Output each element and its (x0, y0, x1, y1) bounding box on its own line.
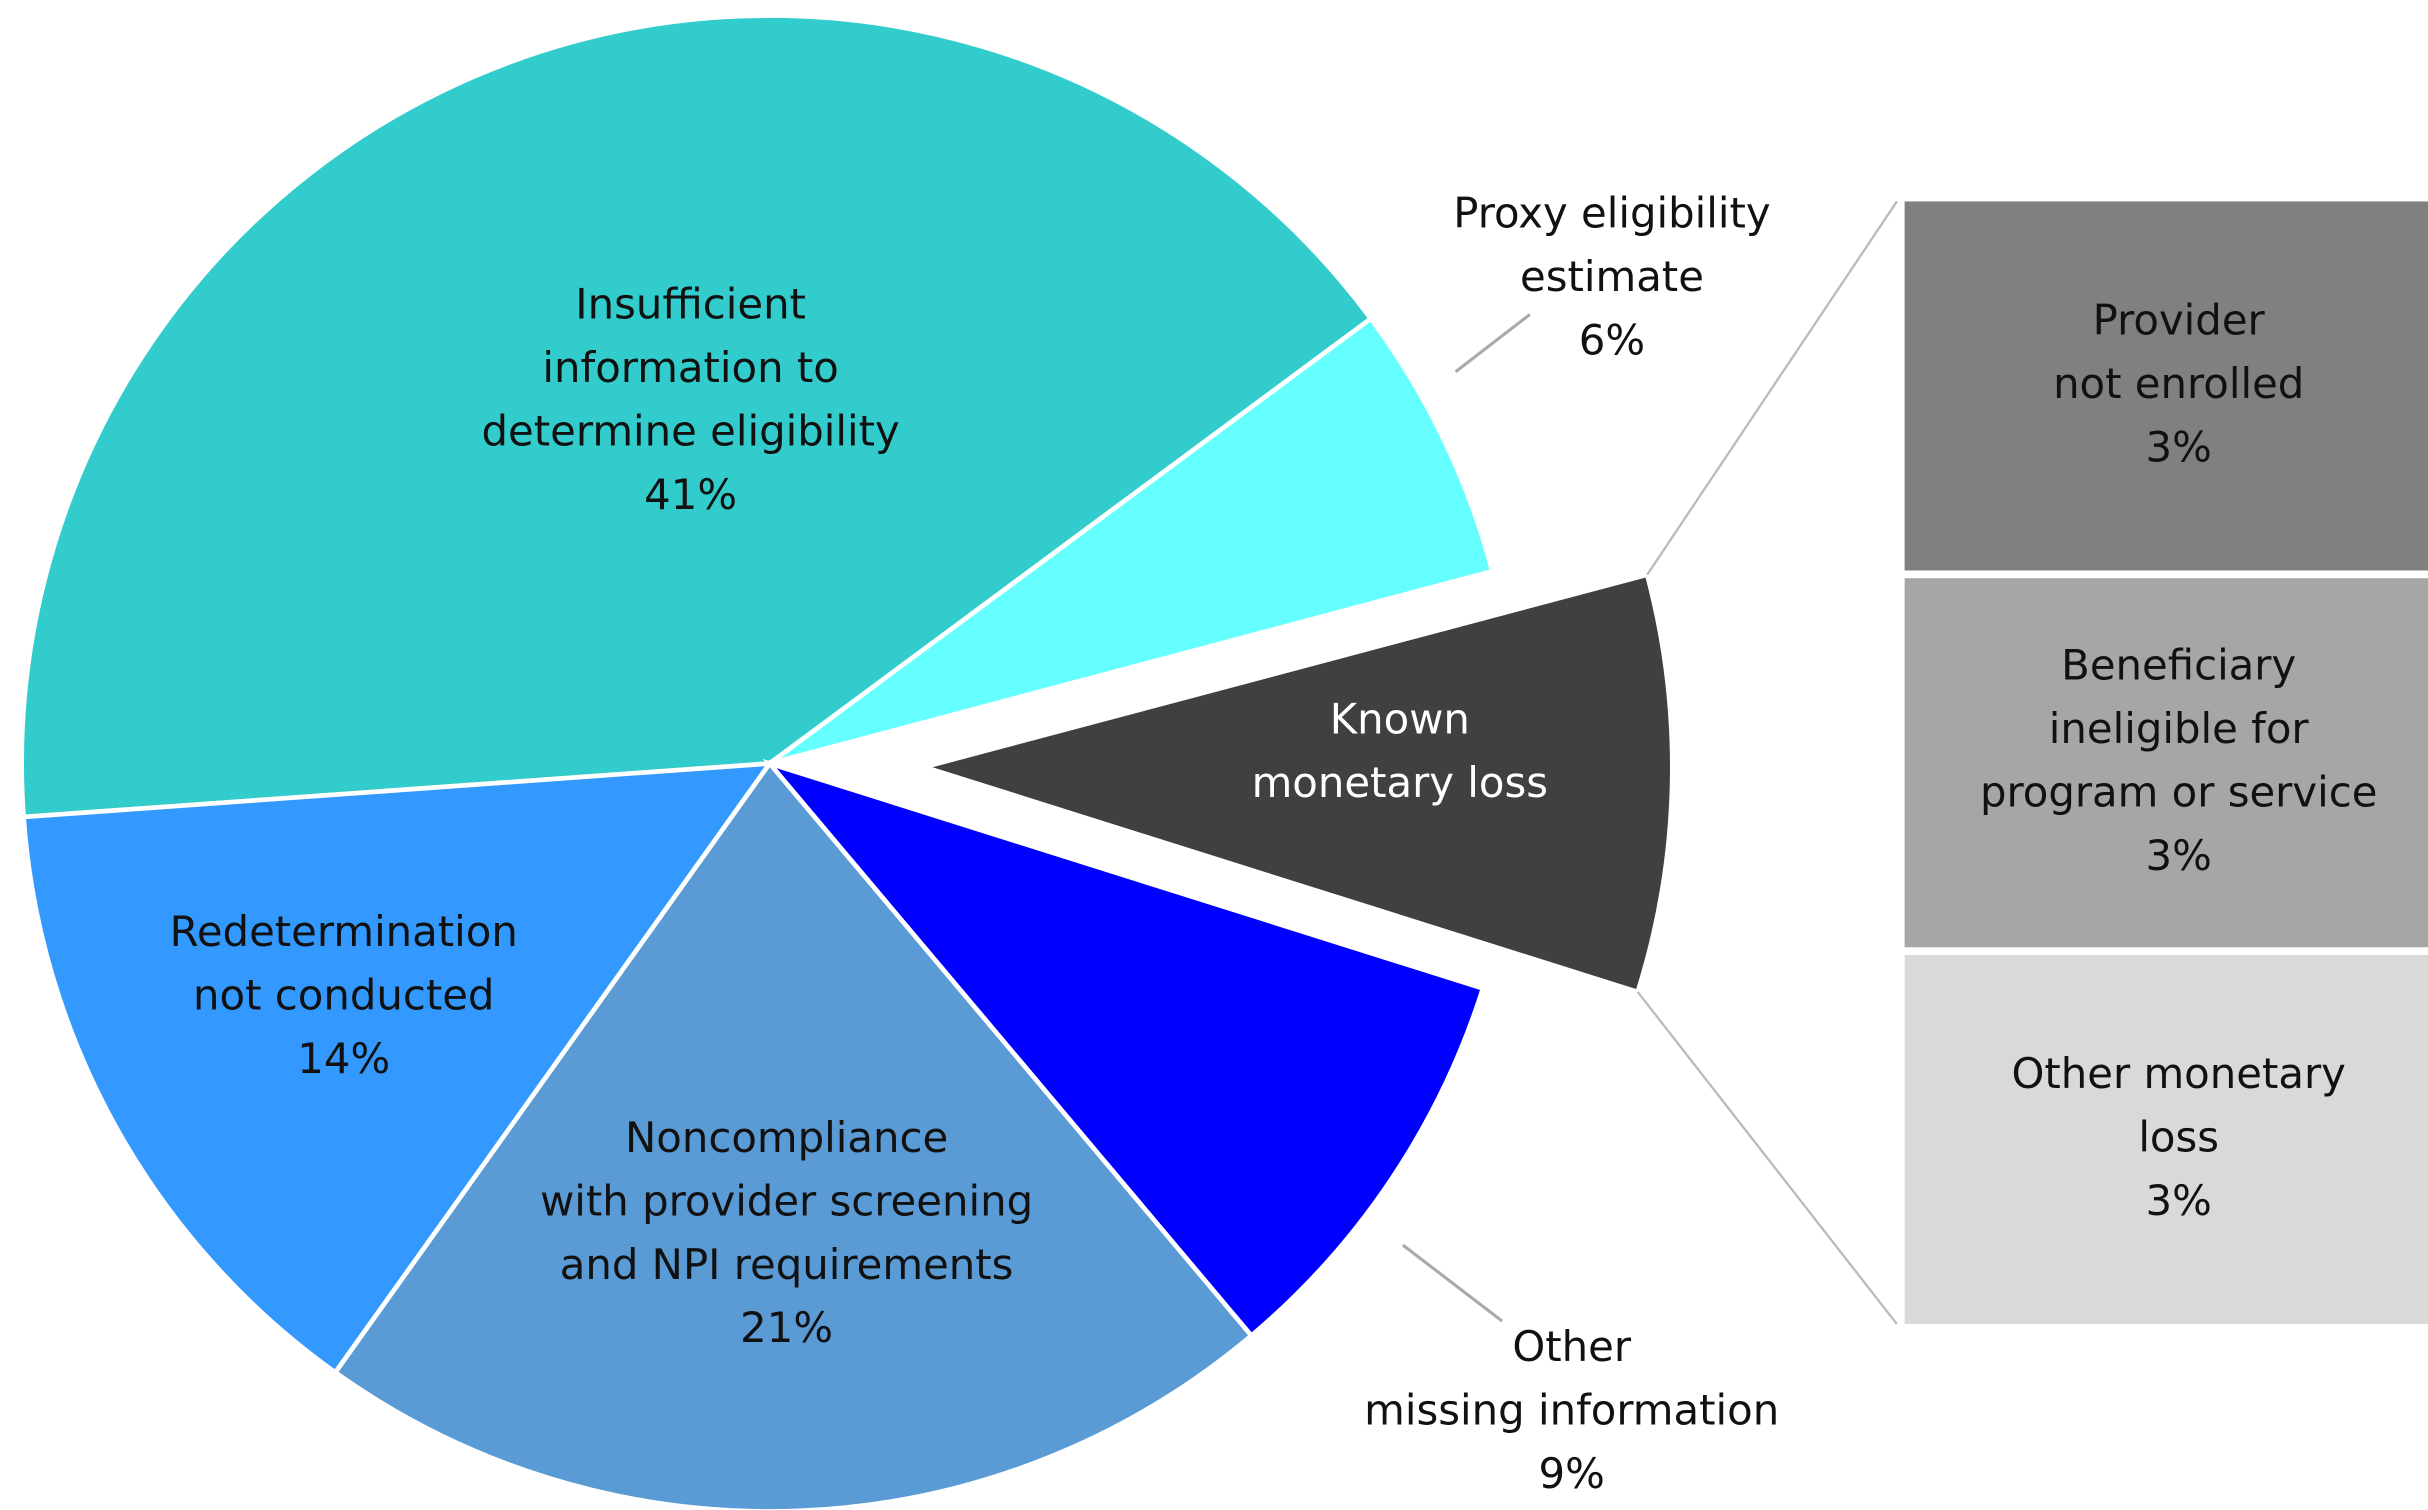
leader-line (1454, 313, 1531, 373)
breakdown-bar (1904, 578, 2428, 948)
slice-label: Proxy eligibility estimate (1453, 188, 1770, 300)
slice-label: Known monetary loss (1252, 694, 1548, 806)
pie-slice (332, 759, 1255, 1510)
slice-value-label: 14% (297, 1033, 390, 1082)
leader-line (1401, 1243, 1503, 1323)
slice-value-label: 21% (740, 1303, 833, 1352)
breakdown-label: Other monetary loss (2012, 1049, 2346, 1161)
pie-slice (21, 760, 775, 1376)
slice-value-label: 41% (644, 470, 737, 519)
slice-value-label: 9% (1539, 1448, 1605, 1497)
slice-label: Insufficient information to determine elig… (482, 279, 900, 455)
slice-label: Redetermination not conducted (170, 906, 518, 1018)
slice-label: Noncompliance with provider screening and … (540, 1112, 1033, 1288)
pie-slice (768, 315, 1496, 766)
breakdown-value-label: 3% (2146, 1176, 2212, 1225)
pie-slice (762, 758, 1486, 1339)
breakdown-bar (1904, 955, 2428, 1325)
slice-value-label: 6% (1579, 315, 1645, 364)
connector-line (1636, 991, 1898, 1325)
breakdown-value-label: 3% (2146, 830, 2212, 879)
connector-line (1646, 200, 1898, 576)
breakdown-bar (1904, 201, 2428, 571)
slice-label: Other missing information (1364, 1321, 1779, 1433)
breakdown-label: Beneficiary ineligible for program or serv… (1980, 640, 2377, 816)
pie-slice (19, 13, 1375, 820)
breakdown-label: Provider not enrolled (2053, 295, 2304, 407)
breakdown-value-label: 3% (2146, 422, 2212, 471)
pie-slice (916, 571, 1675, 995)
